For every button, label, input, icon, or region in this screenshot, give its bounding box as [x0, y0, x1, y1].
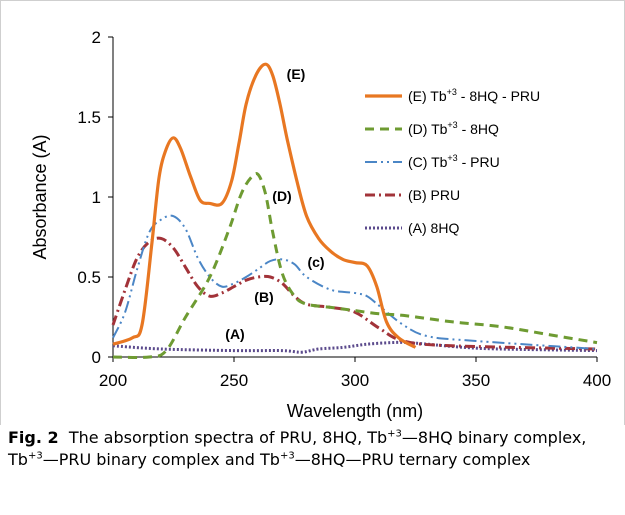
series-label: (D)	[272, 188, 291, 204]
series-label: (E)	[287, 66, 306, 82]
x-axis-title: Wavelength (nm)	[287, 401, 423, 421]
series-line	[111, 236, 598, 351]
x-tick-label: 400	[583, 371, 611, 390]
legend-entry: (D) Tb+3 - 8HQ	[408, 120, 499, 137]
y-tick-label: 2	[92, 28, 101, 47]
caption-text-2: —8HQ binary complex, Tb	[8, 428, 587, 469]
y-tick-label: 1.5	[77, 108, 101, 127]
legend-entry: (C) Tb+3 - PRU	[408, 153, 500, 170]
series-line	[112, 62, 417, 349]
y-tick-label: 0	[92, 348, 101, 367]
series-line	[112, 340, 598, 354]
series-label: (B)	[254, 289, 273, 305]
series-lines	[111, 62, 598, 359]
series-label: (c)	[307, 254, 324, 270]
y-axis-title: Absorbance (A)	[30, 134, 50, 259]
legend-entry: (A) 8HQ	[408, 220, 459, 236]
x-tick-label: 200	[99, 371, 127, 390]
x-tick-label: 350	[462, 371, 490, 390]
x-tick-label: 300	[341, 371, 369, 390]
caption-text-1: The absorption spectra of PRU, 8HQ, Tb	[68, 428, 388, 447]
caption-text-3: —PRU binary complex and Tb	[42, 450, 280, 469]
caption-sup-2: +3	[27, 450, 43, 462]
y-tick-label: 1	[92, 188, 101, 207]
legend: (E) Tb+3 - 8HQ - PRU (D) Tb+3 - 8HQ (C) Tb…	[365, 87, 540, 236]
series-line	[112, 214, 598, 350]
y-tick-label: 0.5	[77, 268, 101, 287]
legend-entry: (E) Tb+3 - 8HQ - PRU	[408, 87, 540, 104]
axes: 0 0.5 1 1.5 2 200 250 300 350 400	[77, 28, 611, 390]
legend-entry: (B) PRU	[408, 187, 460, 203]
caption-sup-1: +3	[387, 428, 402, 440]
caption-label: Fig. 2	[8, 428, 59, 447]
caption-text-4: —8HQ—PRU ternary complex	[294, 450, 531, 469]
series-label: (A)	[225, 326, 244, 342]
series-labels: (E) (D) (c) (B) (A)	[225, 66, 324, 342]
figure-caption: Fig. 2 The absorption spectra of PRU, 8H…	[8, 427, 608, 471]
absorption-spectra-chart: 0 0.5 1 1.5 2 200 250 300 350 400 (E) (D) (c) (B) (A)…	[0, 0, 625, 425]
x-tick-label: 250	[220, 371, 248, 390]
caption-sup-3: +3	[279, 450, 295, 462]
